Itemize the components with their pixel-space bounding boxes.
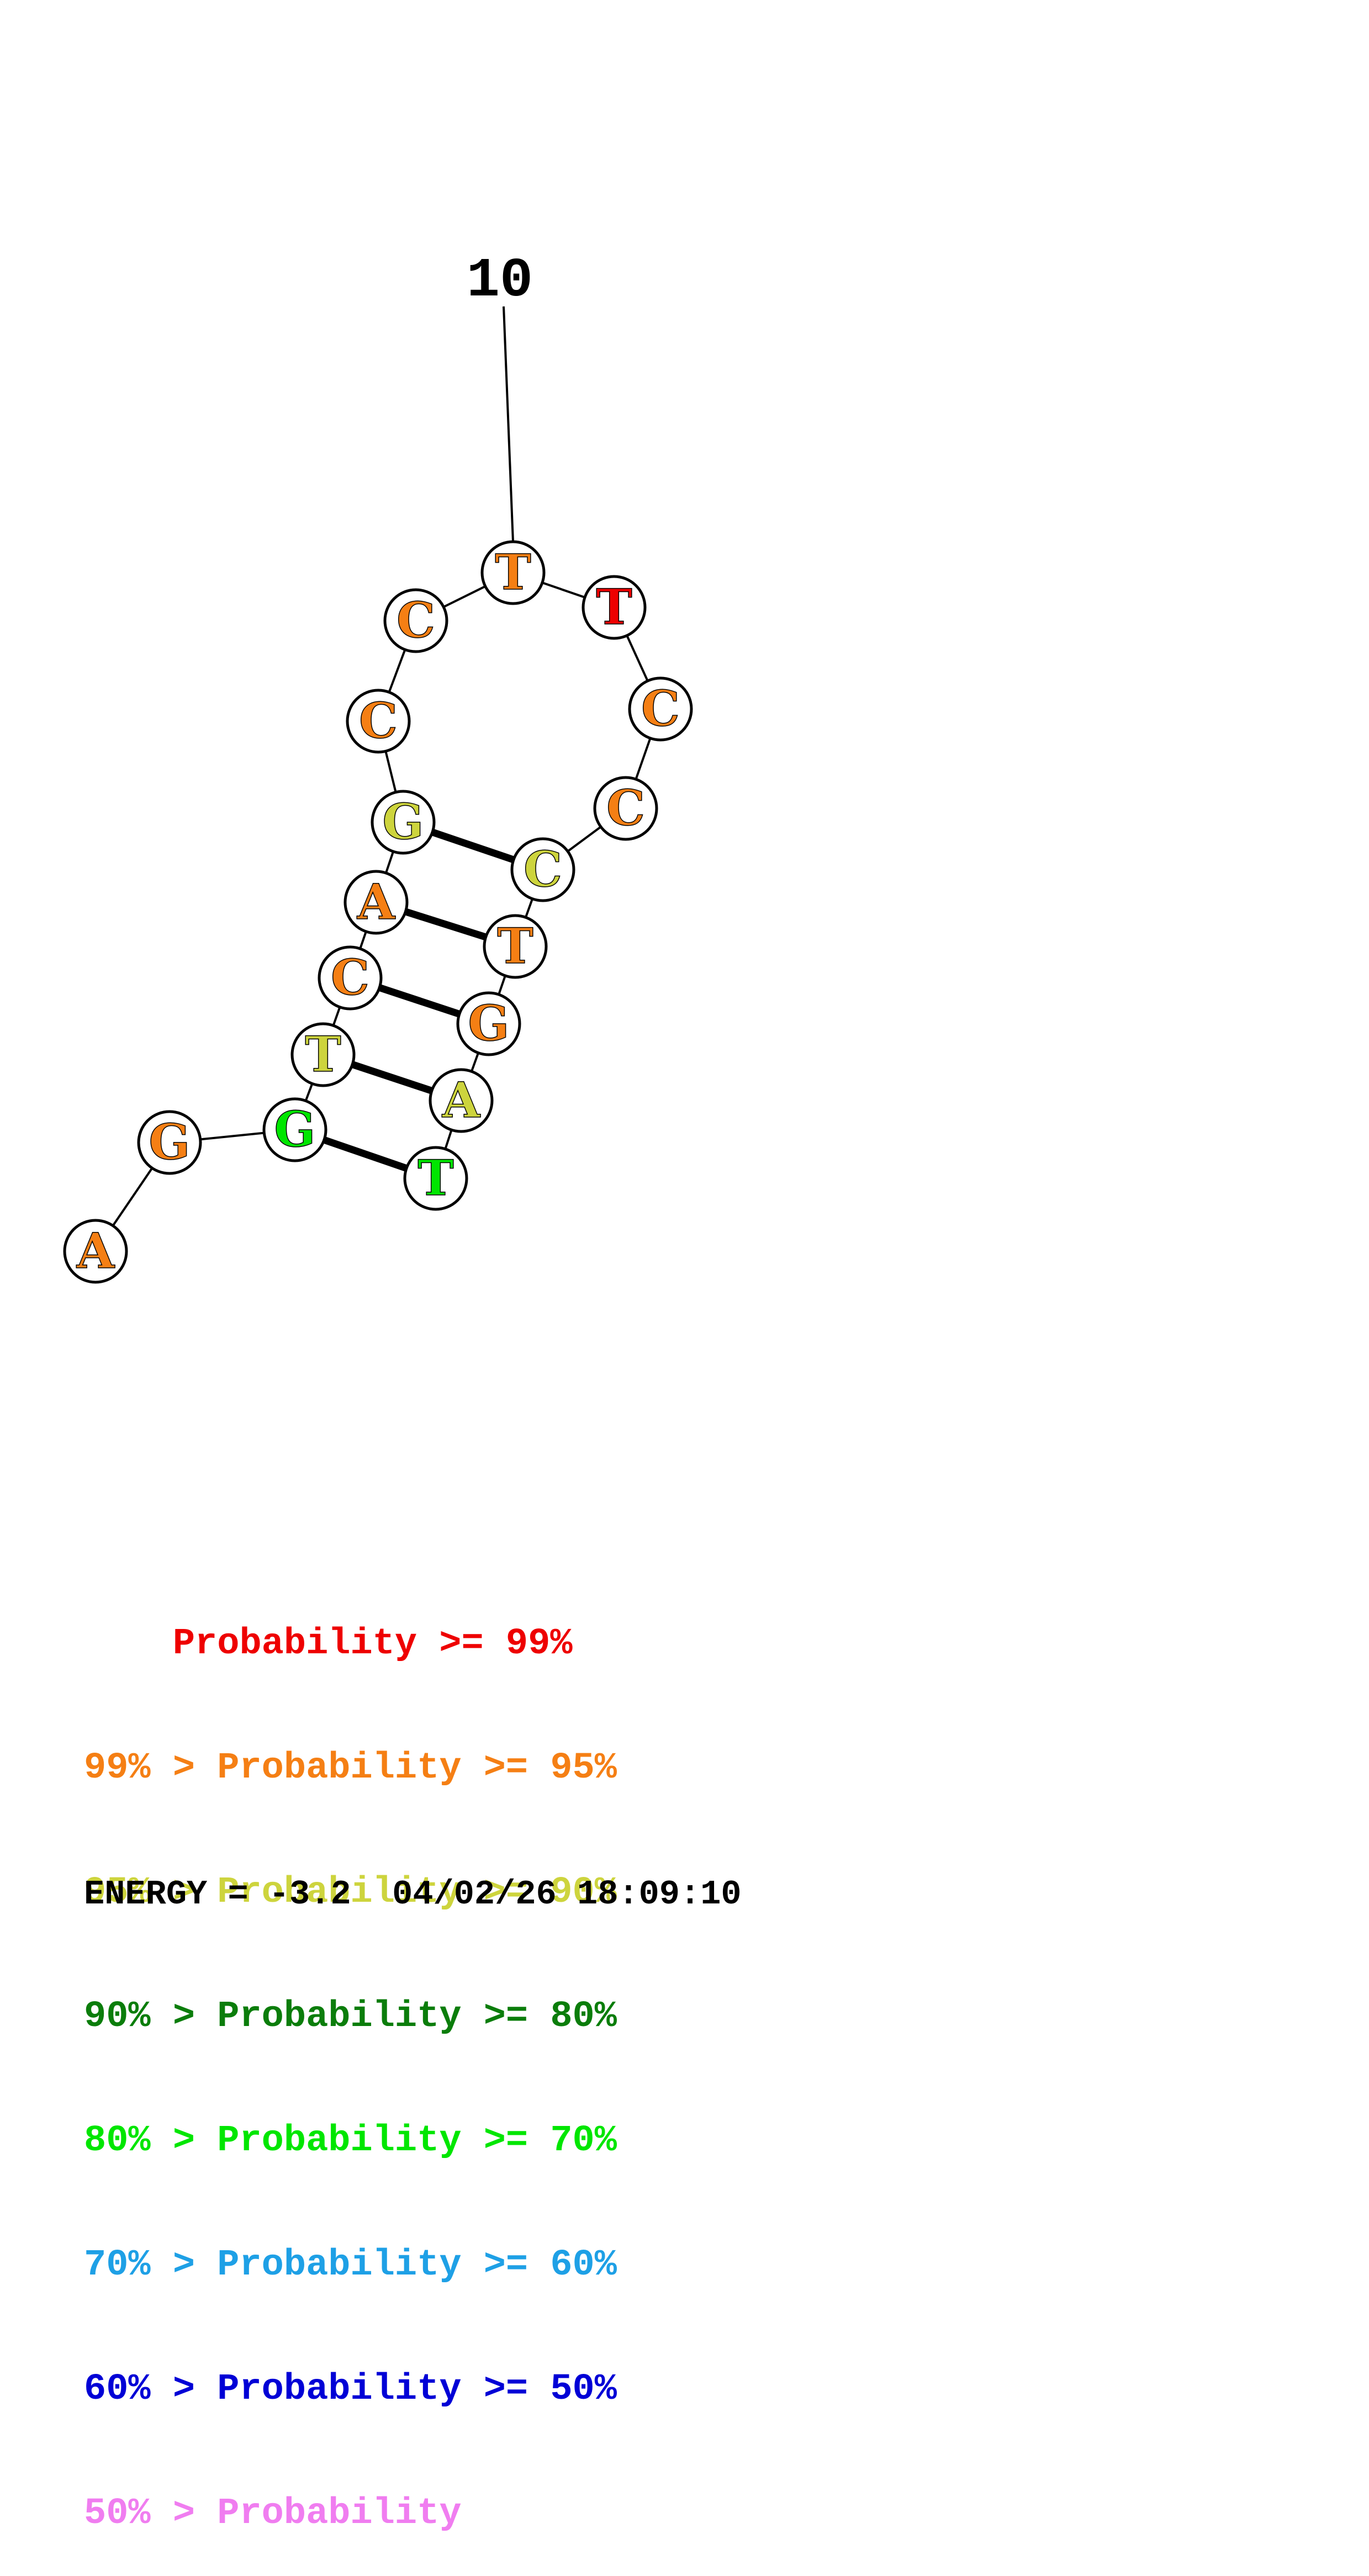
legend-row-70: 80% > Probability >= 70% bbox=[84, 2120, 617, 2162]
nucleotide-12: C bbox=[628, 676, 693, 742]
nucleotide-base: C bbox=[331, 949, 369, 1006]
nucleotide-9: C bbox=[383, 588, 448, 653]
legend-prefix: 50% > bbox=[84, 2493, 218, 2535]
legend-text: Probability bbox=[217, 2493, 462, 2535]
nucleotide-base: G bbox=[274, 1101, 315, 1158]
nucleotide-circle bbox=[383, 588, 448, 653]
legend-text: Probability >= 80% bbox=[217, 1996, 617, 2038]
legend-row-50: 60% > Probability >= 50% bbox=[84, 2369, 617, 2410]
nucleotide-15: T bbox=[483, 914, 548, 979]
legend-text: Probability >= 70% bbox=[217, 2120, 617, 2162]
nucleotide-circle bbox=[429, 1068, 494, 1133]
legend-prefix bbox=[84, 1623, 173, 1665]
nucleotide-base: T bbox=[305, 1025, 341, 1083]
nucleotide-base: T bbox=[417, 1149, 453, 1207]
energy-time: 18:09:10 bbox=[577, 1875, 742, 1914]
nucleotide-base: C bbox=[606, 779, 645, 837]
nucleotide-circle bbox=[582, 575, 647, 640]
tick-line bbox=[503, 306, 514, 542]
legend-row-99: Probability >= 99% bbox=[84, 1623, 617, 1665]
energy-label: ENERGY = -3.2 bbox=[84, 1875, 351, 1914]
legend-row-60: 70% > Probability >= 60% bbox=[84, 2245, 617, 2286]
nucleotide-base: C bbox=[359, 692, 398, 749]
legend-text: Probability >= 50% bbox=[217, 2368, 617, 2410]
legend-text: Probability >= 60% bbox=[217, 2244, 617, 2286]
nucleotide-base: C bbox=[397, 591, 435, 649]
nucleotide-circle bbox=[456, 991, 521, 1056]
nucleotide-circle bbox=[483, 914, 548, 979]
legend-prefix: 60% > bbox=[84, 2368, 218, 2410]
nucleotide-circle bbox=[290, 1022, 356, 1087]
nucleotide-3: G bbox=[262, 1097, 327, 1162]
legend-prefix: 90% > bbox=[84, 1996, 218, 2038]
nucleotide-base: T bbox=[495, 543, 531, 601]
nucleotide-6: A bbox=[343, 870, 409, 935]
legend-row-90: 95% > Probability >= 90% bbox=[84, 1872, 617, 1913]
nucleotide-circle bbox=[318, 945, 383, 1011]
legend-prefix: 95% > bbox=[84, 1871, 218, 1913]
nucleotide-base: A bbox=[76, 1222, 115, 1279]
nucleotide-base: A bbox=[442, 1071, 481, 1129]
nucleotide-circle bbox=[371, 790, 436, 855]
legend-prefix: 99% > bbox=[84, 1747, 218, 1789]
nucleotide-13: C bbox=[593, 776, 658, 841]
nucleotide-10: T bbox=[480, 540, 546, 605]
nucleotide-2: G bbox=[137, 1110, 202, 1175]
nucleotide-4: T bbox=[290, 1022, 356, 1087]
nucleotide-circle bbox=[593, 776, 658, 841]
energy-date: 04/02/26 bbox=[392, 1875, 557, 1914]
nucleotide-17: A bbox=[429, 1068, 494, 1133]
legend-text: Probability >= 99% bbox=[172, 1623, 573, 1665]
nucleotide-8: C bbox=[346, 689, 411, 754]
legend-text: Probability >= 95% bbox=[217, 1747, 617, 1789]
legend-row-80: 90% > Probability >= 80% bbox=[84, 1996, 617, 2038]
nucleotide-base: C bbox=[524, 840, 562, 898]
nucleotide-18: T bbox=[403, 1146, 468, 1211]
nucleotide-base: A bbox=[357, 873, 396, 930]
nucleotide-7: G bbox=[371, 790, 436, 855]
legend-text: Probability >= 90% bbox=[217, 1871, 617, 1913]
nucleotide-base: G bbox=[382, 793, 424, 850]
nucleotide-circle bbox=[403, 1146, 468, 1211]
legend-prefix: 80% > bbox=[84, 2120, 218, 2162]
nucleotide-circle bbox=[628, 676, 693, 742]
nucleotide-1: A bbox=[63, 1219, 128, 1284]
nucleotide-circle bbox=[510, 837, 575, 902]
index-tick: 10 bbox=[467, 250, 533, 542]
legend-row-0: 50% > Probability bbox=[84, 2493, 617, 2535]
nucleotide-base: T bbox=[497, 917, 533, 975]
nucleotide-circle bbox=[343, 870, 409, 935]
nucleotide-circle bbox=[262, 1097, 327, 1162]
nucleotide-14: C bbox=[510, 837, 575, 902]
index-label: 10 bbox=[467, 250, 533, 313]
nucleotide-base: T bbox=[596, 578, 632, 636]
nucleotide-circle bbox=[346, 689, 411, 754]
nucleotide-base: G bbox=[468, 995, 509, 1052]
nucleotide-5: C bbox=[318, 945, 383, 1011]
nucleotide-11: T bbox=[582, 575, 647, 640]
legend-prefix: 70% > bbox=[84, 2244, 218, 2286]
nucleotide-circle bbox=[480, 540, 546, 605]
energy-line: ENERGY = -3.2 04/02/26 18:09:10 bbox=[84, 1875, 742, 1914]
nucleotide-circle bbox=[137, 1110, 202, 1175]
legend-row-95: 99% > Probability >= 95% bbox=[84, 1748, 617, 1789]
probability-legend: Probability >= 99% 99% > Probability >= … bbox=[84, 1541, 617, 2576]
nucleotide-base: G bbox=[149, 1113, 190, 1171]
nucleotide-base: C bbox=[641, 680, 680, 737]
nucleotide-16: G bbox=[456, 991, 521, 1056]
nucleotide-circle bbox=[63, 1219, 128, 1284]
